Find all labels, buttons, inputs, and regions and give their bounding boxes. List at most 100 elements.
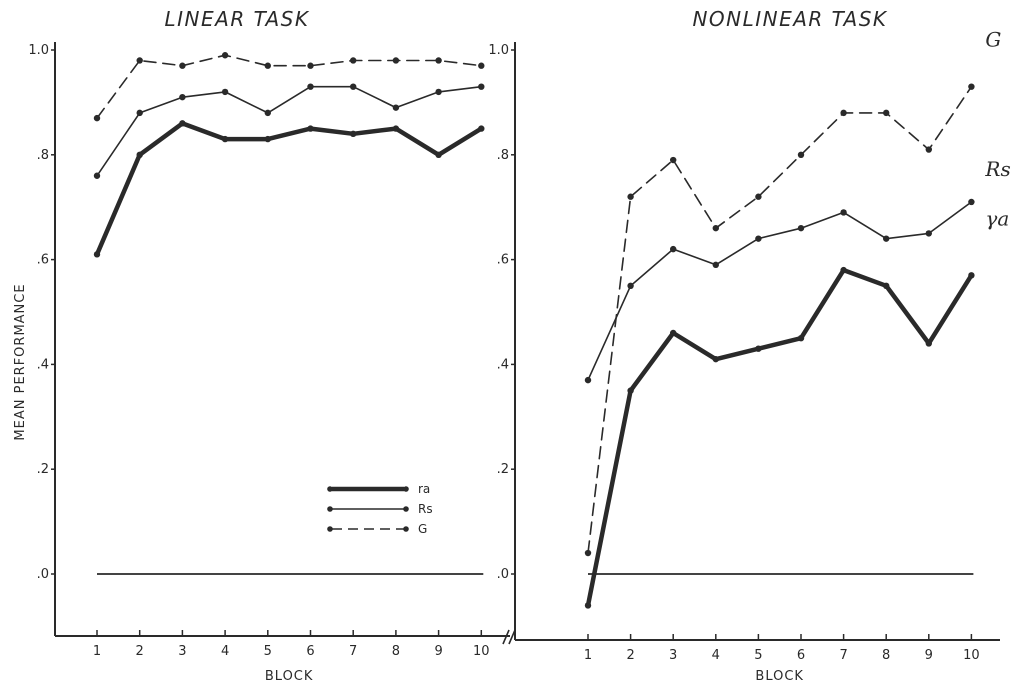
data-point-ra xyxy=(307,125,314,132)
y-tick-label: 1.0 xyxy=(488,43,509,58)
x-tick-label: 8 xyxy=(882,648,890,663)
series-end-label-G: G xyxy=(985,28,1001,52)
data-point-ra xyxy=(264,135,271,143)
data-point-ra xyxy=(968,272,975,279)
y-tick-label: .2 xyxy=(37,462,49,477)
legend-marker xyxy=(403,486,409,492)
data-point-G xyxy=(670,156,677,164)
x-tick-label: 7 xyxy=(349,644,357,659)
chart-panel-linear: LINEAR TASK .0 .2 .4 .6 .8 1.0 1 2 3 4 5 6 7 8 9 10 BLOCK… xyxy=(13,7,510,684)
legend-marker xyxy=(403,506,409,512)
data-point-G xyxy=(755,193,762,200)
x-axis-title: BLOCK xyxy=(265,669,314,684)
x-tick-label: 10 xyxy=(473,644,490,659)
data-point-ra xyxy=(221,135,229,143)
y-tick-label: .0 xyxy=(497,567,509,582)
data-point-G xyxy=(179,62,186,69)
x-tick-label: 9 xyxy=(925,648,933,663)
data-point-Rs xyxy=(840,209,847,216)
data-point-G xyxy=(797,151,805,158)
x-tick-label: 5 xyxy=(264,644,272,659)
data-point-Rs xyxy=(264,109,271,117)
y-tick-label: .2 xyxy=(497,462,509,477)
data-point-G xyxy=(392,57,400,64)
data-point-G xyxy=(968,83,975,90)
data-point-ra xyxy=(840,266,847,274)
data-point-ra xyxy=(93,251,101,258)
axis-break-stroke xyxy=(502,629,510,645)
data-point-Rs xyxy=(435,88,442,96)
y-tick-label: .8 xyxy=(37,148,49,163)
axis-break-stroke xyxy=(508,629,516,645)
data-point-ra xyxy=(392,125,400,132)
data-point-Rs xyxy=(925,230,932,237)
legend-label-G: G xyxy=(418,522,427,536)
x-tick-label: 2 xyxy=(136,644,144,659)
data-point-G xyxy=(221,52,229,59)
data-point-G xyxy=(925,146,932,153)
data-point-G xyxy=(478,62,485,69)
data-point-Rs xyxy=(670,245,677,253)
series-line-G xyxy=(96,54,483,119)
series-end-label-ra: γa xyxy=(985,206,1009,230)
x-tick-label: 3 xyxy=(669,648,677,663)
data-point-Rs xyxy=(797,224,805,232)
y-tick-label: .0 xyxy=(37,567,49,582)
data-point-G xyxy=(307,62,314,69)
x-tick-label: 4 xyxy=(712,648,720,663)
x-tick-label: 1 xyxy=(584,648,592,663)
legend-marker xyxy=(327,506,333,512)
data-point-ra xyxy=(925,340,932,347)
chart-panel-nonlinear: NONLINEAR TASK .0 .2 .4 .6 .8 1.0 1 2 3 4 5 6 7 8 9 10 BL… xyxy=(488,7,1010,684)
data-point-Rs xyxy=(712,261,719,269)
chart-title: LINEAR TASK xyxy=(165,7,310,31)
y-tick-label: .8 xyxy=(497,148,509,163)
y-tick-label: .6 xyxy=(37,253,49,268)
data-point-Rs xyxy=(136,109,143,117)
x-tick-label: 6 xyxy=(797,648,805,663)
data-point-ra xyxy=(712,355,719,363)
data-point-G xyxy=(264,62,271,69)
data-point-ra xyxy=(670,329,677,337)
series-line-Rs xyxy=(96,85,483,177)
series-line-Rs xyxy=(587,201,973,381)
y-tick-label: 1.0 xyxy=(28,43,49,58)
x-tick-label: 1 xyxy=(93,644,101,659)
data-point-G xyxy=(840,109,847,117)
x-tick-label: 6 xyxy=(306,644,314,659)
data-point-Rs xyxy=(968,198,975,206)
axis-break-mark xyxy=(502,629,516,645)
legend: ra Rs G xyxy=(327,482,433,536)
series-line-ra xyxy=(94,121,484,257)
legend-label-Rs: Rs xyxy=(418,502,433,516)
data-point-ra xyxy=(883,282,890,289)
x-axis-title: BLOCK xyxy=(755,669,804,684)
data-point-ra xyxy=(435,151,442,158)
x-tick-label: 4 xyxy=(221,644,229,659)
data-point-Rs xyxy=(755,235,762,242)
data-point-ra xyxy=(350,130,357,138)
legend-marker xyxy=(403,526,409,532)
x-tick-label: 7 xyxy=(839,648,847,663)
data-point-G xyxy=(350,57,357,64)
data-point-ra xyxy=(797,335,805,342)
data-point-Rs xyxy=(350,83,357,90)
legend-marker xyxy=(327,486,333,492)
legend-label-ra: ra xyxy=(418,482,430,496)
data-point-Rs xyxy=(883,235,890,242)
series-end-label-Rs: Rs xyxy=(984,157,1010,181)
y-tick-label: .6 xyxy=(497,253,509,268)
legend-marker xyxy=(327,526,333,532)
y-tick-label: .4 xyxy=(497,357,509,372)
chart-title: NONLINEAR TASK xyxy=(692,7,887,31)
y-tick-label: .4 xyxy=(37,357,49,372)
x-tick-label: 10 xyxy=(963,648,980,663)
data-point-Rs xyxy=(627,282,634,289)
data-point-G xyxy=(627,193,634,200)
data-point-G xyxy=(93,114,101,122)
data-point-G xyxy=(435,57,442,64)
data-point-Rs xyxy=(478,83,485,90)
data-point-G xyxy=(584,549,592,557)
